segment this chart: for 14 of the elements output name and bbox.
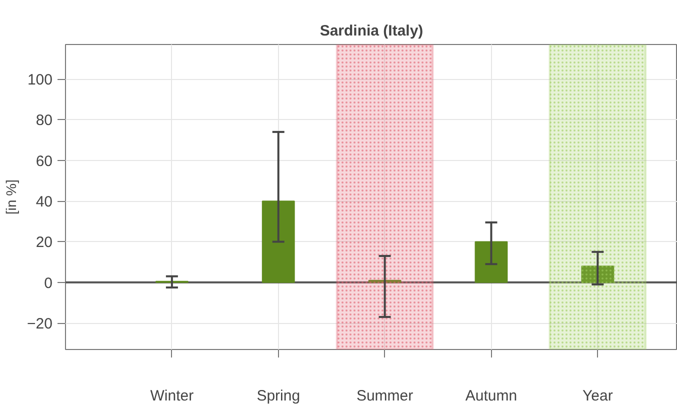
x-tick-label: Winter — [150, 388, 194, 404]
y-tick-label: 40 — [36, 194, 53, 211]
y-tick-label: 60 — [36, 152, 53, 170]
y-tick-label: −20 — [27, 316, 53, 333]
y-tick-label: 20 — [36, 234, 53, 252]
y-tick-label: 80 — [36, 112, 53, 130]
x-tick-label: Year — [582, 388, 613, 404]
x-tick-label: Summer — [356, 388, 414, 404]
x-tick-label: Spring — [256, 388, 300, 404]
x-tick-label: Autumn — [465, 388, 518, 404]
chart-title: Sardinia (Italy) — [320, 22, 424, 40]
y-axis-title: [in %] — [3, 179, 20, 215]
y-tick-label: 0 — [44, 274, 52, 292]
y-tick-label: 100 — [27, 72, 53, 89]
